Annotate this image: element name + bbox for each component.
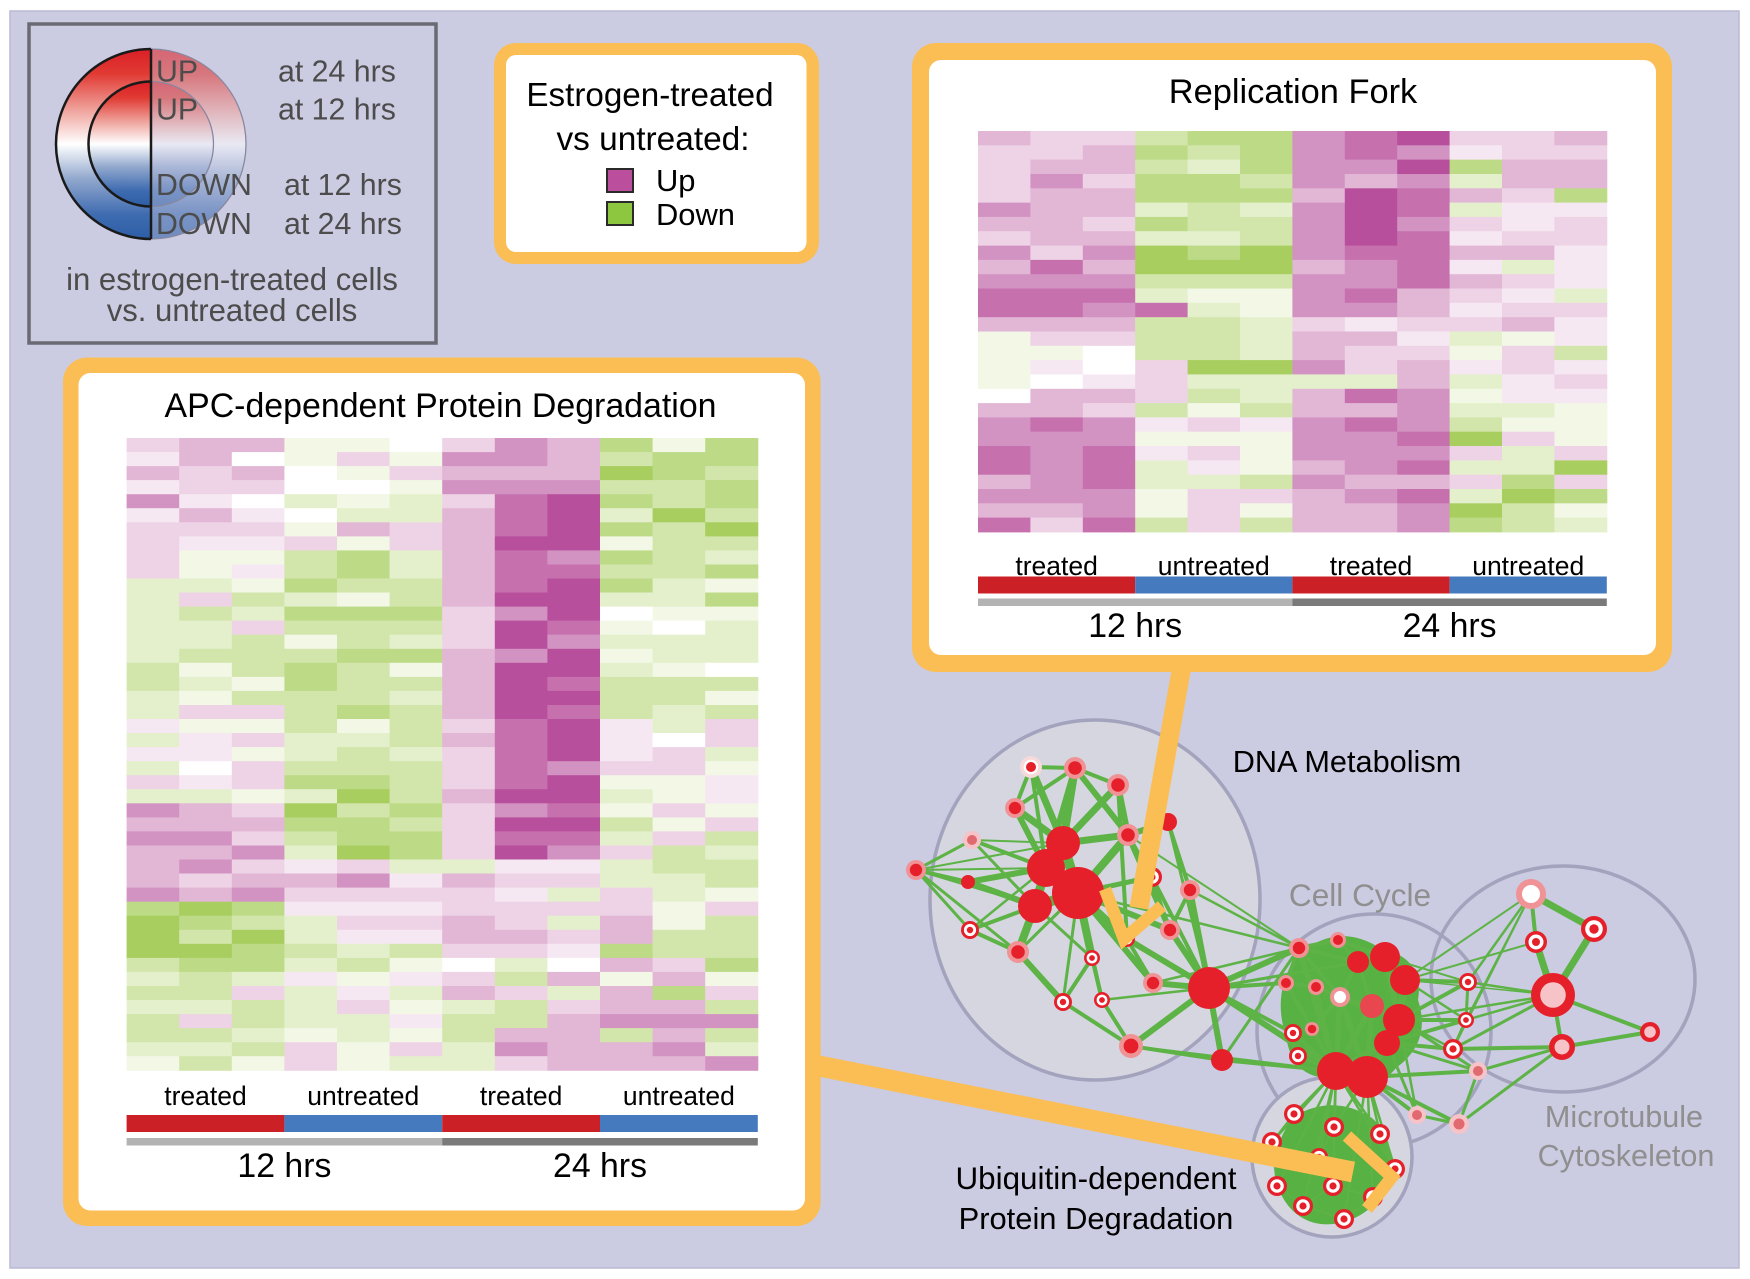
svg-text:Replication Fork: Replication Fork (1169, 73, 1418, 111)
svg-text:at 24 hrs: at 24 hrs (284, 208, 402, 241)
svg-text:treated: treated (480, 1081, 563, 1111)
svg-text:untreated: untreated (1472, 551, 1584, 581)
svg-text:treated: treated (1330, 551, 1413, 581)
svg-text:at 12 hrs: at 12 hrs (278, 94, 396, 127)
svg-text:12 hrs: 12 hrs (1088, 607, 1182, 645)
svg-text:Microtubule: Microtubule (1545, 1100, 1703, 1134)
svg-text:vs. untreated cells: vs. untreated cells (107, 293, 358, 328)
svg-text:UP: UP (156, 94, 198, 127)
svg-text:untreated: untreated (623, 1081, 735, 1111)
svg-text:Protein Degradation: Protein Degradation (959, 1201, 1234, 1236)
svg-text:Cytoskeleton: Cytoskeleton (1538, 1139, 1715, 1173)
svg-text:in estrogen-treated cells: in estrogen-treated cells (66, 262, 398, 297)
svg-text:untreated: untreated (1158, 551, 1270, 581)
svg-text:UP: UP (156, 56, 198, 89)
svg-text:treated: treated (164, 1081, 247, 1111)
svg-text:at 12 hrs: at 12 hrs (284, 169, 402, 202)
svg-text:DOWN: DOWN (156, 208, 252, 241)
svg-text:DOWN: DOWN (156, 169, 252, 202)
svg-text:Down: Down (656, 197, 735, 232)
svg-text:DNA Metabolism: DNA Metabolism (1233, 744, 1462, 779)
svg-text:untreated: untreated (307, 1081, 419, 1111)
svg-text:Ubiquitin-dependent: Ubiquitin-dependent (956, 1161, 1237, 1196)
svg-text:12 hrs: 12 hrs (237, 1147, 331, 1185)
svg-text:Up: Up (656, 163, 696, 198)
svg-text:at 24 hrs: at 24 hrs (278, 56, 396, 89)
svg-text:vs untreated:: vs untreated: (556, 121, 749, 158)
svg-text:24 hrs: 24 hrs (553, 1147, 647, 1185)
svg-text:treated: treated (1015, 551, 1098, 581)
svg-text:APC-dependent Protein Degradat: APC-dependent Protein Degradation (164, 387, 716, 425)
svg-text:24 hrs: 24 hrs (1403, 607, 1497, 645)
svg-text:Cell Cycle: Cell Cycle (1289, 877, 1431, 913)
svg-text:Estrogen-treated: Estrogen-treated (526, 77, 773, 114)
